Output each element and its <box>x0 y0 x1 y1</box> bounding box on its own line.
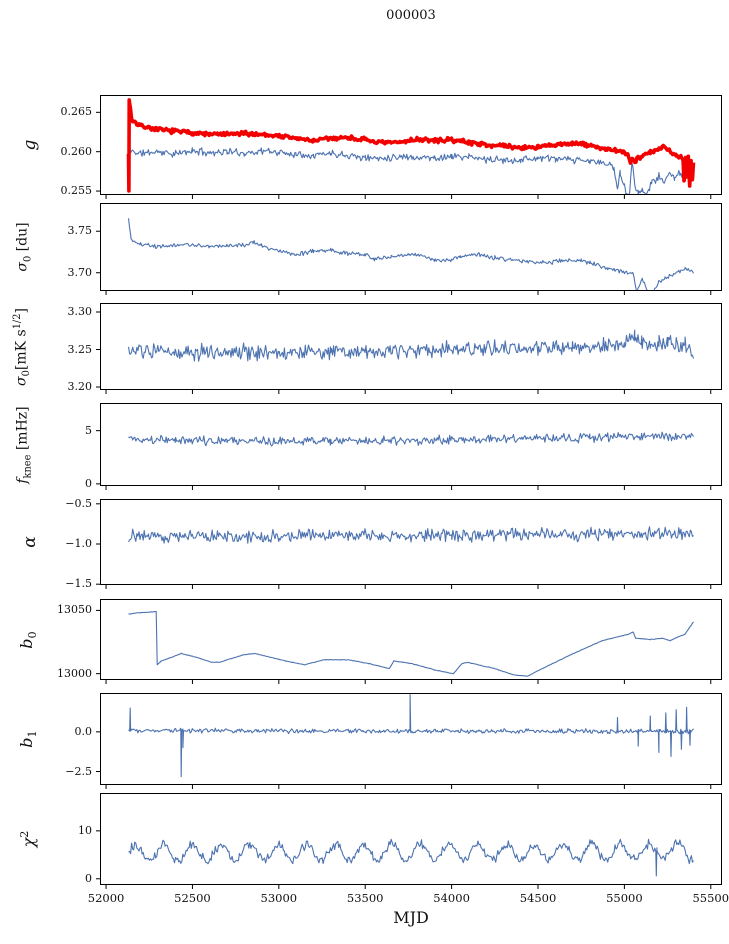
series-line-alpha <box>128 526 694 544</box>
panel-f-knee: fknee [mHz] 0 5 <box>0 403 729 490</box>
axes-spines <box>100 403 722 486</box>
axes-spines <box>100 203 722 291</box>
x-tick-label: 55500 <box>692 891 729 905</box>
plot-area-alpha <box>96 499 722 589</box>
plot-area-g <box>96 95 722 199</box>
figure-title: 000003 <box>386 8 436 23</box>
x-tick-label: 52000 <box>87 891 125 905</box>
series-line-b0 <box>128 610 694 677</box>
panel-chi2: χ2 0 10 <box>0 793 729 889</box>
panel-sigma0-du: σ0 [du] 3.70 3.75 <box>0 203 729 295</box>
y-tick-label: 0.265 <box>60 105 93 119</box>
panel-sigma0-mK: σ0[mK s1/2] 3.20 3.25 3.30 <box>0 303 729 394</box>
plot-area-sigma0-du <box>96 203 722 295</box>
series-line-b1 <box>128 694 694 778</box>
axes-spines <box>100 499 722 585</box>
plot-area-f-knee <box>96 403 722 490</box>
x-tick-label: 53000 <box>260 891 298 905</box>
x-tick-label: 52500 <box>174 891 211 905</box>
y-tick-label: 5 <box>85 423 92 437</box>
y-axis-label-b0: b0 <box>16 630 40 649</box>
y-tick-label: 0.0 <box>74 724 93 738</box>
axes-spines <box>100 793 722 885</box>
series-line-chi2 <box>128 838 694 877</box>
series-line-g-red <box>126 98 696 193</box>
panel-b0: b0 13000 13050 <box>0 599 729 684</box>
x-tick-label: 54000 <box>433 891 470 905</box>
plot-area-b0 <box>96 599 722 684</box>
x-tick-label: 53500 <box>346 891 384 905</box>
y-tick-label: 13000 <box>57 666 92 680</box>
panel-b1: b1 −2.5 0.0 <box>0 693 729 789</box>
x-tick-label: 54500 <box>519 891 557 905</box>
y-axis-label-f-knee: fknee [mHz] <box>14 405 34 484</box>
y-tick-label: 3.30 <box>67 305 93 318</box>
y-tick-label: 0 <box>85 871 92 885</box>
plot-area-chi2 <box>96 793 722 889</box>
plot-area-b1 <box>96 693 722 789</box>
series-line-g-blue <box>127 145 694 195</box>
y-tick-label: 0 <box>85 476 92 490</box>
y-tick-label: 0.260 <box>60 144 93 158</box>
plot-area-sigma0-mK <box>96 303 722 394</box>
y-tick-label: 10 <box>78 823 92 837</box>
axes-spines <box>100 303 722 390</box>
y-tick-label: −1.5 <box>65 577 92 591</box>
y-tick-label: −0.5 <box>65 496 92 510</box>
y-tick-label: −2.5 <box>65 764 92 778</box>
series-line-f-knee <box>128 431 694 447</box>
y-tick-label: 3.20 <box>67 380 93 393</box>
panel-alpha: α −1.5 −1.0 −0.5 <box>0 496 729 590</box>
axes-spines <box>100 599 722 680</box>
y-tick-label: −1.0 <box>65 537 92 550</box>
y-tick-label: 13050 <box>57 603 92 617</box>
series-line-sigma0-du <box>127 218 694 291</box>
x-axis-label: MJD <box>393 908 429 927</box>
y-tick-label: 0.255 <box>60 184 93 198</box>
y-tick-label: 3.25 <box>67 342 93 356</box>
series-line-sigma0-mK <box>127 329 695 362</box>
panel-g: g 0.255 0.260 0.265 <box>0 95 729 199</box>
x-tick-label: 55000 <box>606 891 643 905</box>
y-tick-label: 3.70 <box>67 265 93 279</box>
axes-spines <box>100 693 722 785</box>
axes-spines <box>100 95 722 195</box>
y-tick-label: 3.75 <box>67 224 93 238</box>
